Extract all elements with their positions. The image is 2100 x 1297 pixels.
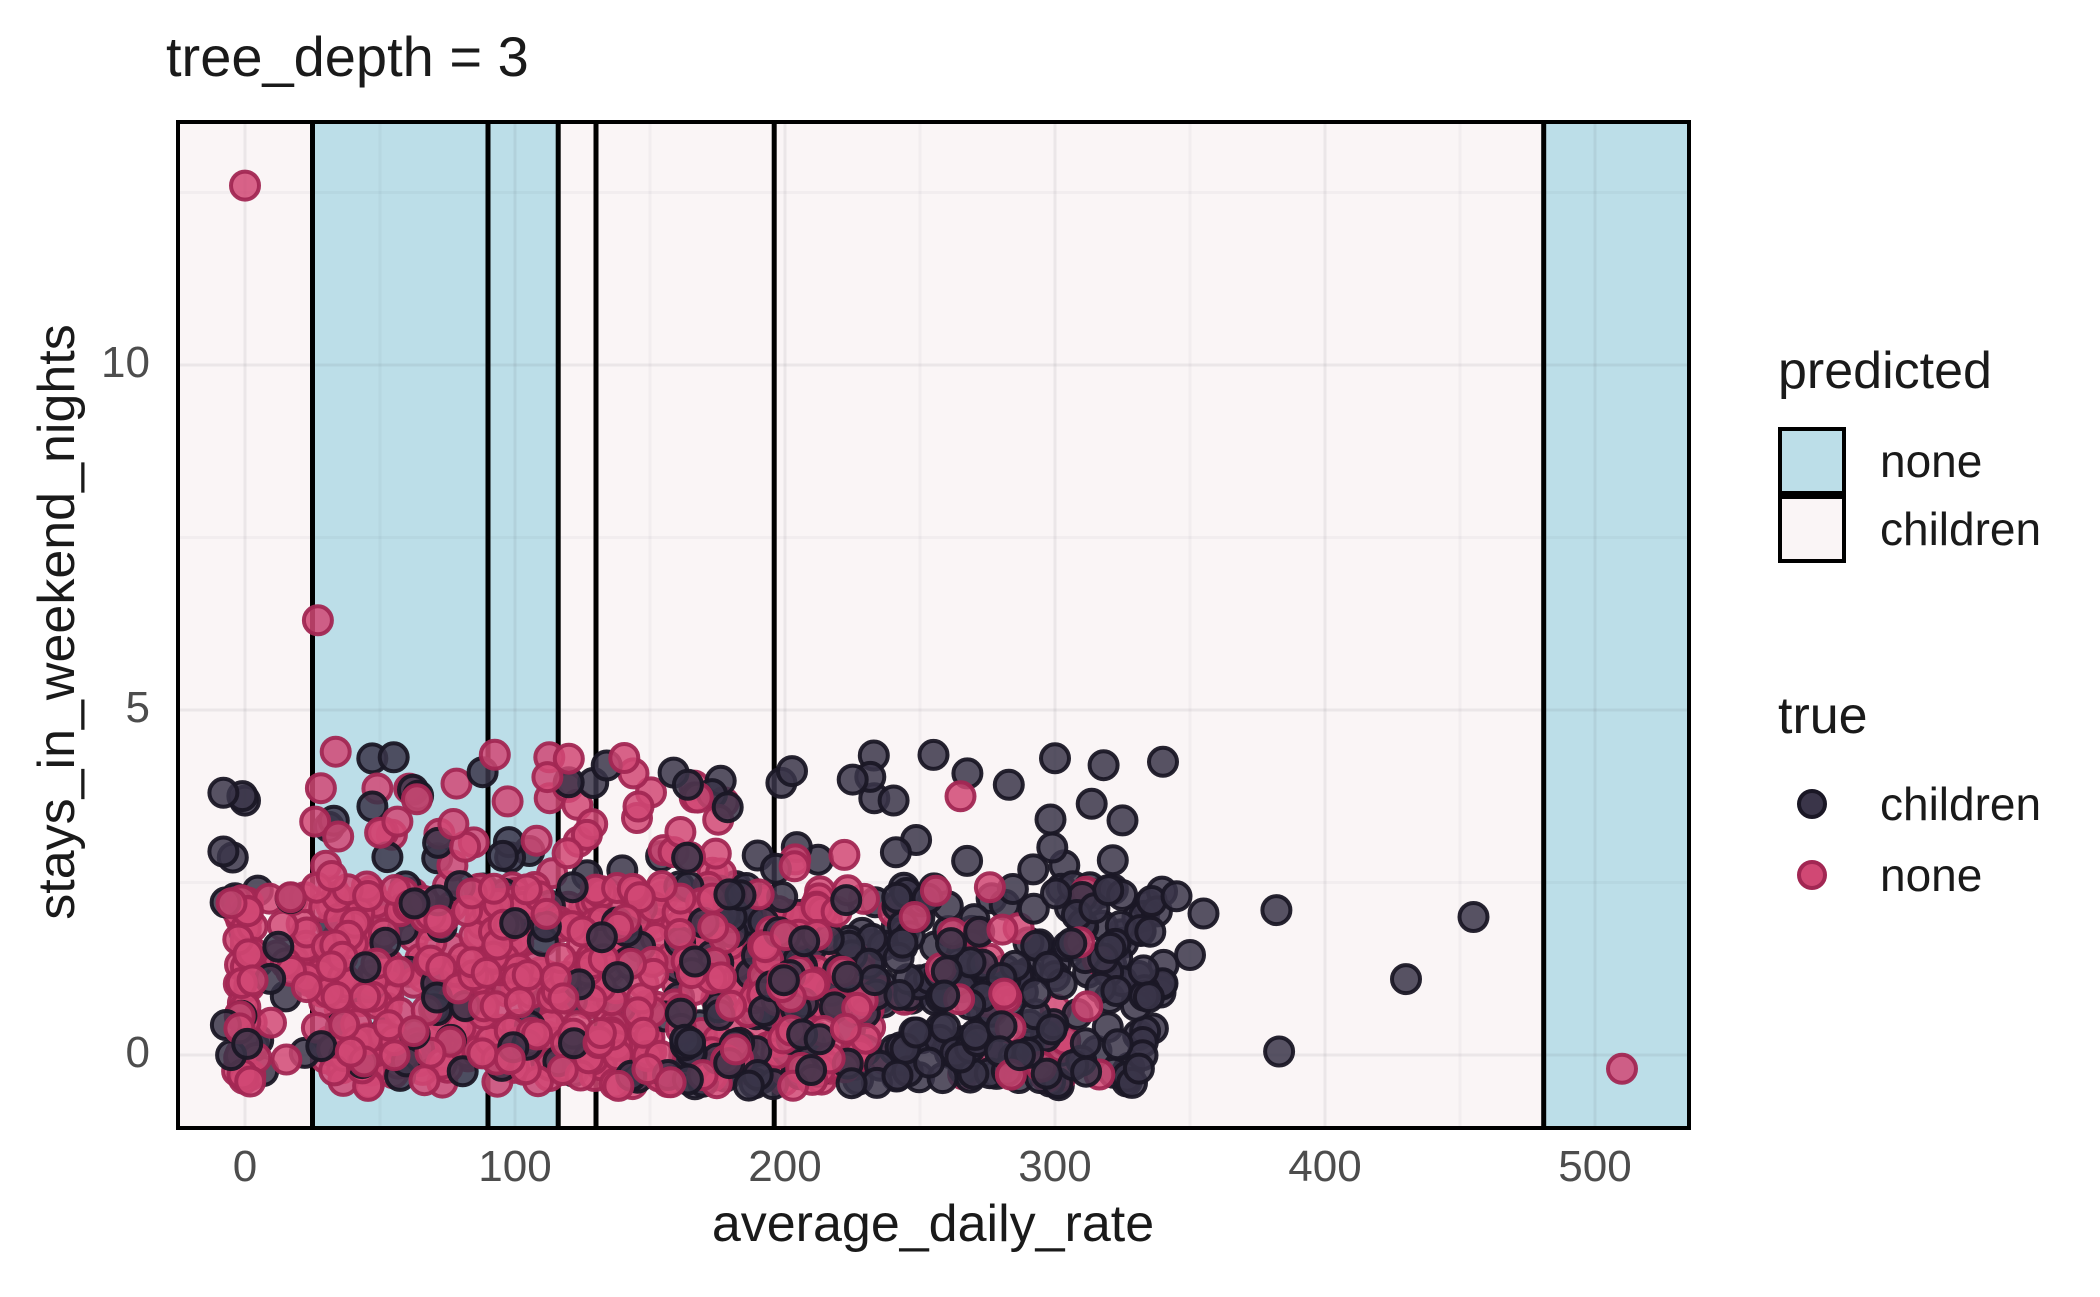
y-tick-label: 0 [125, 1028, 150, 1077]
x-tick-label: 400 [1288, 1142, 1362, 1191]
legend-label: children [1880, 777, 2042, 830]
legend-swatch-children [1778, 495, 1846, 563]
legend-item-predicted-children: children [1778, 495, 2041, 563]
plot-title: tree_depth = 3 [166, 25, 529, 88]
point-key [1778, 788, 1846, 819]
predicted-none-region [1543, 122, 1689, 1128]
legend-true-title: true [1778, 687, 1868, 745]
panel-border [176, 120, 1691, 1130]
legend-point-none [1797, 859, 1827, 890]
legend-predicted-title: predicted [1778, 342, 1992, 400]
legend-predicted: predicted none children [1778, 341, 2041, 563]
y-tick-label: 10 [101, 338, 150, 387]
legend-item-true-children: children [1778, 768, 2041, 839]
x-axis-title: average_daily_rate [711, 1195, 1155, 1253]
x-tick-label: 100 [478, 1142, 552, 1191]
legend-true: true children none [1778, 686, 2041, 910]
legend-item-predicted-none: none [1778, 427, 2041, 495]
scatter-points [207, 169, 1638, 1102]
legend-label: children [1880, 503, 2042, 555]
legend-label: none [1880, 435, 1983, 487]
y-axis-title: stays_in_weekend_nights [28, 324, 86, 920]
point-key [1778, 859, 1846, 890]
legend-label: none [1880, 848, 1983, 901]
legend-swatch-none [1778, 427, 1846, 495]
legend-point-children [1797, 788, 1827, 819]
x-tick-label: 300 [1018, 1142, 1092, 1191]
legend-item-true-none: none [1778, 839, 2041, 910]
x-tick-label: 500 [1558, 1142, 1632, 1191]
y-tick-label: 5 [125, 683, 150, 732]
x-tick-label: 0 [232, 1142, 258, 1191]
x-tick-label: 200 [748, 1142, 822, 1191]
